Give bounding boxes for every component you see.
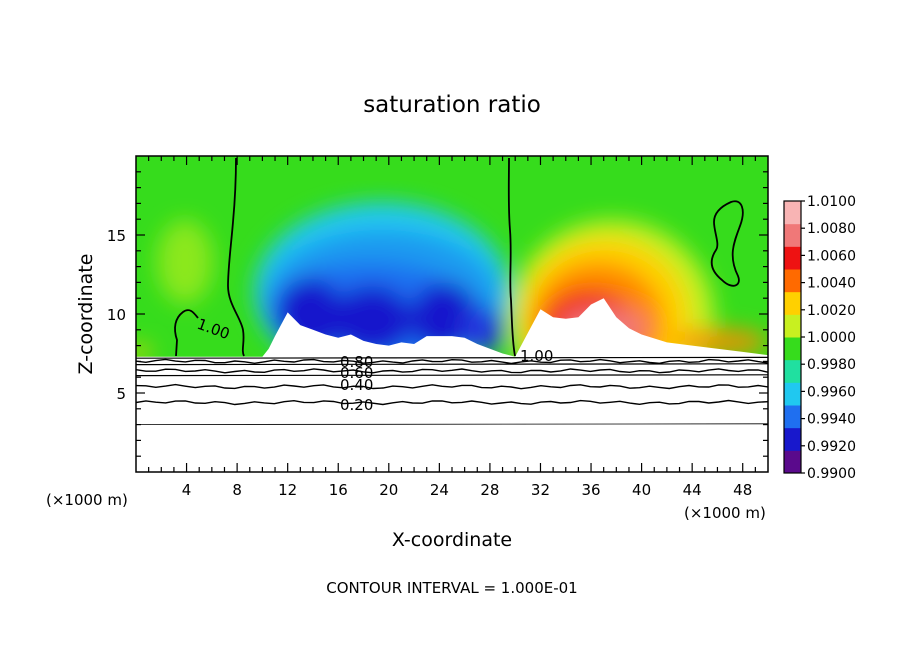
contour-label-0-60: 0.60 [340, 364, 373, 382]
contour-line-extra [136, 423, 768, 425]
x-tick-label: 32 [531, 481, 550, 499]
y-axis: 5 10 15 [107, 171, 768, 457]
contour-1-center [507, 157, 516, 357]
colorbar-label: 1.0020 [807, 303, 856, 319]
contour-line-extra [136, 356, 768, 359]
x-axis-label: X-coordinate [392, 529, 512, 551]
contour-1-left [227, 157, 245, 357]
colorbar-label: 1.0080 [807, 221, 856, 237]
colorbar-label: 0.9900 [807, 466, 856, 482]
contour-label-0-40: 0.40 [340, 376, 373, 394]
contour-interval-footer: CONTOUR INTERVAL = 1.000E-01 [326, 579, 577, 597]
chart-title: saturation ratio [363, 92, 541, 118]
colorbar-label: 1.0000 [807, 330, 856, 346]
contour-1-closed [710, 200, 744, 287]
x-tick-label: 4 [182, 481, 192, 499]
x-tick-label: 16 [329, 481, 348, 499]
colorbar-swatch [784, 223, 801, 247]
colorbar-swatch [784, 382, 801, 406]
lower-region [136, 357, 768, 472]
colorbar-swatch [784, 359, 801, 383]
contour-line-0-2 [136, 399, 768, 406]
contour-label-1-center: 1.00 [520, 347, 553, 365]
contour-line-0-6 [136, 368, 768, 374]
x-tick-label: 36 [581, 481, 600, 499]
colorbar: 0.9900 0.9920 0.9940 0.9960 0.9980 1.0000 1.00… [783, 194, 856, 482]
colorbar-label: 1.0040 [807, 276, 856, 292]
contour-line-0-8 [136, 358, 768, 365]
contour-line-0-4 [136, 383, 768, 390]
moist-left-edge [136, 346, 152, 358]
x-tick-label: 40 [632, 481, 651, 499]
colorbar-swatch [784, 450, 801, 474]
colorbar-swatch [784, 427, 801, 451]
colorbar-label: 0.9920 [807, 439, 856, 455]
contour-label-0-80: 0.80 [340, 353, 373, 371]
colorbar-label: 0.9960 [807, 384, 856, 400]
colorbar-label: 0.9940 [807, 412, 856, 428]
x-tick-label: 28 [480, 481, 499, 499]
x-unit-left: (×1000 m) [46, 491, 128, 509]
y-tick-label: 5 [116, 385, 126, 403]
colorbar-label: 1.0060 [807, 248, 856, 264]
x-tick-label: 48 [733, 481, 752, 499]
colorbar-label: 1.0100 [807, 194, 856, 210]
contour-line-extra [136, 363, 768, 366]
x-tick-label: 20 [379, 481, 398, 499]
colorbar-swatch [784, 246, 801, 270]
low-level-contours [136, 356, 768, 425]
y-tick-label: 15 [107, 227, 126, 245]
contour-label-0-20: 0.20 [340, 396, 373, 414]
colorbar-swatch [784, 291, 801, 315]
contour-line-extra [136, 374, 768, 377]
colorbar-swatch [784, 337, 801, 361]
x-axis: 4 8 12 16 20 24 28 32 36 40 44 48 [148, 156, 756, 499]
colorbar-label: 0.9980 [807, 357, 856, 373]
x-tick-label: 44 [683, 481, 702, 499]
x-tick-label: 8 [232, 481, 242, 499]
y-tick-label: 10 [107, 306, 126, 324]
x-unit-right: (×1000 m) [684, 504, 766, 522]
moist-patch-left [157, 220, 213, 304]
colorbar-swatch [784, 201, 801, 225]
x-tick-label: 24 [430, 481, 449, 499]
colorbar-swatch [784, 269, 801, 293]
colorbar-swatch [784, 405, 801, 429]
y-axis-label: Z-coordinate [75, 254, 97, 375]
colorbar-swatch [784, 314, 801, 338]
contour-1-loop-left [174, 309, 199, 357]
plot-area [136, 156, 768, 472]
x-tick-label: 12 [278, 481, 297, 499]
